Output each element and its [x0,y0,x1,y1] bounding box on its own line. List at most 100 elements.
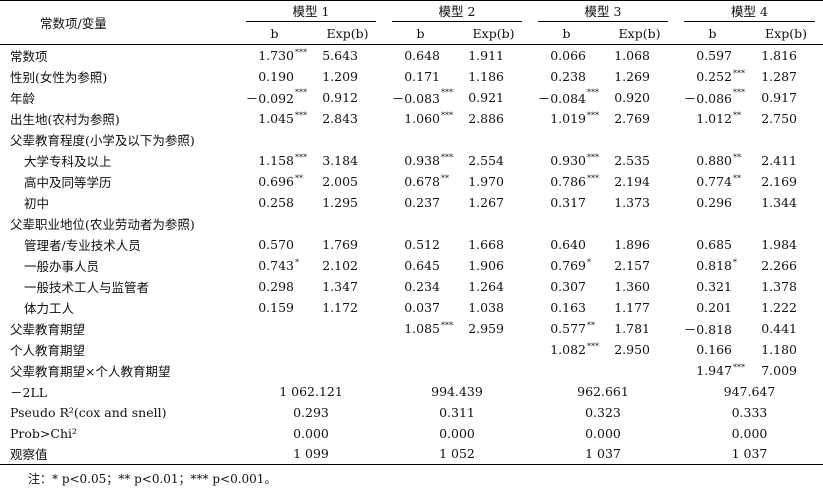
significance-stars: ** [587,320,595,330]
exp-cell: 1.068 [614,47,650,63]
coef-cell: 1.019*** [530,108,603,129]
exp-cell: 1.287 [761,68,797,84]
coef-value: －0.084 [537,90,586,106]
coef-value: 1.158 [258,152,294,168]
exp-cell: 0.920 [614,89,650,105]
coef-cell: 0.190 [238,66,311,87]
coef-cell: 1.085*** [384,318,457,339]
coef-value: 0.678 [404,173,440,189]
coef-cell: 0.570 [238,234,311,255]
coef-value: 0.818 [696,257,732,273]
stat-value: 0.000 [731,425,768,441]
coef-cell: 0.159 [238,297,311,318]
coef-value: 1.085 [404,320,440,336]
coef-value: 0.696 [258,173,294,189]
exp-cell [603,360,676,381]
table-row: 个人教育期望 1.082*** 2.950 0.166 1.180 [0,339,823,360]
table-row: 高中及同等学历 0.696** 2.005 0.678** 1.970 0.786*** 2… [0,171,823,192]
empty-cell [749,129,823,150]
coef-value: 0.938 [404,152,440,168]
coef-cell: 0.234 [384,276,457,297]
stat-value: 0.333 [731,404,768,420]
coef-cell: －0.818 [676,318,749,339]
coef-value: 1.019 [550,110,586,126]
coef-value: 1.060 [404,110,440,126]
coef-cell: 0.237 [384,192,457,213]
coef-cell: 0.685 [676,234,749,255]
stat-value: 962.661 [577,383,629,399]
empty-cell [749,213,823,234]
exp-cell: 1.344 [761,194,797,210]
exp-cell: 1.180 [761,341,797,357]
exp-cell: 2.102 [322,257,358,273]
row-label: 个人教育期望 [10,342,86,358]
row-label: 父辈教育程度(小学及以下为参照) [10,132,195,148]
coef-value: 0.234 [404,278,440,294]
coef-cell: 1.082*** [530,339,603,360]
table-row: 体力工人 0.159 1.172 0.037 1.038 0.163 1.177 0.201 1… [0,297,823,318]
coef-cell: 0.597 [676,45,749,66]
stat-value: 947.647 [723,383,776,399]
coef-value: 0.190 [258,68,294,84]
table-row: 父辈教育期望 1.085*** 2.959 0.577** 1.781 －0.818 0.4… [0,318,823,339]
coef-cell: 0.640 [530,234,603,255]
col-exp-header: Exp(b) [749,22,823,45]
col-b-header: b [676,22,749,45]
row-label: 常数项 [10,48,48,64]
significance-stars: *** [587,110,599,120]
row-label: 年龄 [10,90,36,106]
exp-cell: 0.912 [322,89,358,105]
significance-stars: * [295,257,299,267]
table-row: 父辈教育期望×个人教育期望 1.947*** 7.009 [0,360,823,381]
coef-value: 0.166 [696,341,732,357]
table-row: 父辈职业地位(农业劳动者为参照) [0,213,823,234]
exp-cell: 1.347 [322,278,358,294]
exp-cell: 2.411 [761,152,797,168]
significance-stars: *** [295,110,307,120]
exp-cell: 2.157 [614,257,650,273]
coef-value: 0.577 [550,320,586,336]
coef-cell: 0.238 [530,66,603,87]
stat-value: 1 037 [530,443,676,465]
coef-value: 1.730 [258,47,294,63]
empty-cell [603,213,676,234]
stat-value: 1 052 [384,443,530,465]
table-row: 初中 0.258 1.295 0.237 1.267 0.317 1.373 0.296 1.3… [0,192,823,213]
col-exp-header: Exp(b) [457,22,530,45]
coef-cell: 0.307 [530,276,603,297]
coef-cell: 1.947*** [676,360,749,381]
exp-cell: 7.009 [761,362,797,378]
significance-note: 注：* p<0.05；** p<0.01；*** p<0.001。 [28,472,277,486]
stat-value: 994.439 [431,383,483,399]
coef-value: 0.171 [404,68,440,84]
coef-cell: 0.166 [676,339,749,360]
coef-value: 0.307 [550,278,586,294]
coef-cell [238,360,311,381]
coef-value: 0.597 [696,47,732,63]
stat-value: 0.000 [439,425,475,441]
empty-cell [530,129,603,150]
stat-label: Pseudo R²(cox and snell) [10,404,167,420]
coef-cell: 0.201 [676,297,749,318]
row-label: 一般办事人员 [24,258,100,274]
significance-stars: ** [733,152,741,162]
significance-stars: *** [587,341,599,351]
coef-value: －0.086 [683,90,732,106]
significance-stars: ** [733,110,741,120]
coef-value: 1.082 [550,341,586,357]
exp-cell [457,360,530,381]
exp-cell: 1.984 [761,236,797,252]
significance-stars: *** [441,87,453,97]
empty-cell [311,129,384,150]
table-row: 大学专科及以上 1.158*** 3.184 0.938*** 2.554 0.930**… [0,150,823,171]
exp-cell: 1.269 [614,68,650,84]
exp-cell: 1.264 [468,278,504,294]
coef-cell: 0.880** [676,150,749,171]
coef-cell: 0.774** [676,171,749,192]
coef-value: －0.818 [683,321,732,337]
significance-stars: *** [295,152,307,162]
stat-row: Prob>Chi² 0.000 0.000 0.000 0.000 [0,423,823,444]
empty-cell [238,213,311,234]
coef-cell: 0.678** [384,171,457,192]
coef-cell: 1.012** [676,108,749,129]
